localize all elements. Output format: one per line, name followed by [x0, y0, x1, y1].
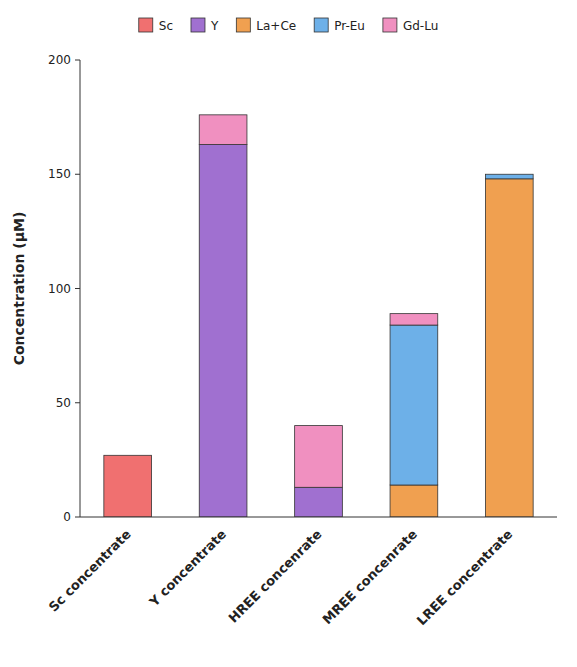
bar-segment [485, 179, 533, 517]
legend-swatch [139, 18, 153, 32]
y-tick-label: 200 [48, 53, 71, 67]
x-axis-line [80, 517, 557, 518]
bar-segment [199, 115, 247, 145]
bar-segment [485, 174, 533, 175]
chart: 0 50 100 150 200 Concentration (μM) Sc concent… [0, 0, 577, 667]
bar-segment [390, 485, 438, 517]
bar-segment [390, 325, 438, 485]
legend-swatch [383, 18, 397, 32]
legend-swatch [236, 18, 250, 32]
chart-container: 0 50 100 150 200 Concentration (μM) Sc concent… [0, 0, 577, 667]
y-tick [75, 517, 80, 518]
y-tick [75, 60, 80, 61]
legend-label: Y [210, 19, 219, 33]
legend-label: Sc [159, 19, 173, 33]
bar-segment [104, 455, 152, 456]
y-axis-label: Concentration (μM) [11, 212, 27, 366]
bar-segment [104, 455, 152, 456]
y-tick [75, 402, 80, 403]
x-tick-label: Sc concentrate [46, 526, 134, 614]
bar-segment [485, 174, 533, 179]
legend-label: Gd-Lu [403, 19, 438, 33]
bar-segment [199, 145, 247, 517]
legend: Sc Y La+Ce Pr-Eu Gd-Lu [139, 18, 438, 33]
y-tick [75, 288, 80, 289]
y-tick-label: 0 [63, 510, 71, 524]
y-tick [75, 174, 80, 175]
bar-segment [104, 455, 152, 456]
x-tick-label: Y concentrate [146, 526, 230, 610]
y-tick-label: 50 [56, 396, 71, 410]
legend-label: Pr-Eu [334, 19, 365, 33]
y-tick-label: 100 [48, 282, 71, 296]
legend-swatch [314, 18, 328, 32]
legend-label: La+Ce [256, 19, 296, 33]
bar-segment [295, 487, 343, 517]
bar-segment [295, 426, 343, 488]
x-tick-label: HREE concenrate [226, 526, 325, 625]
bar-segment [104, 455, 152, 456]
legend-swatch [191, 18, 205, 32]
x-tick-label: MREE concenrate [320, 526, 421, 627]
y-tick-label: 150 [48, 167, 71, 181]
bar-segment [390, 314, 438, 325]
x-tick-label: LREE concentrate [414, 526, 516, 628]
bars [104, 115, 533, 517]
bar-segment [104, 455, 152, 517]
